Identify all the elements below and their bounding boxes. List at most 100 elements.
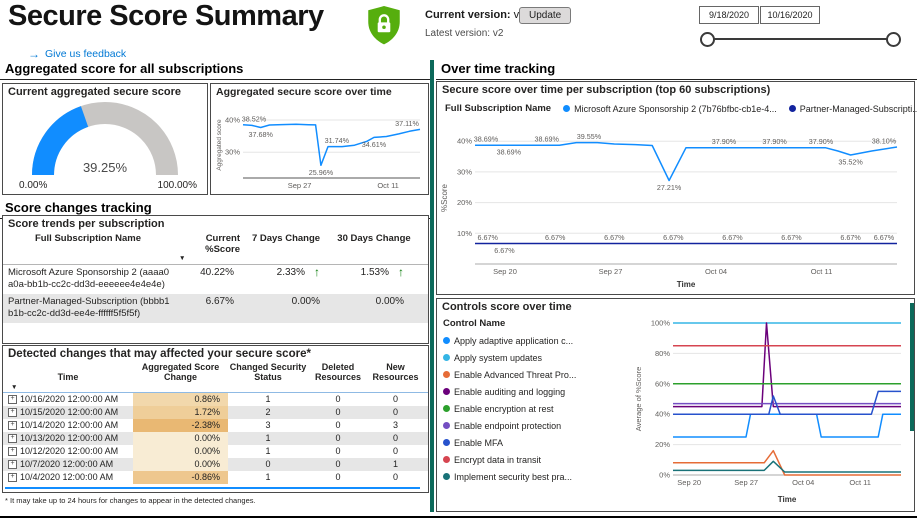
table-row[interactable]: +10/7/2020 12:00:00 AM 0.00% 0 0 1 (3, 458, 428, 471)
svg-text:30%: 30% (225, 148, 240, 157)
table-row[interactable]: +10/13/2020 12:00:00 AM 0.00% 1 0 0 (3, 432, 428, 445)
svg-text:38.52%: 38.52% (242, 114, 267, 123)
expand-icon[interactable]: + (8, 408, 17, 417)
detected-footnote: * It may take up to 24 hours for changes… (5, 496, 256, 505)
cell-time: +10/4/2020 12:00:00 AM (3, 471, 133, 484)
svg-text:Average of %Score: Average of %Score (634, 367, 643, 431)
svg-text:Oct 04: Oct 04 (705, 267, 727, 276)
legend-item[interactable]: Implement security best pra... (443, 468, 627, 485)
table-row[interactable]: +10/15/2020 12:00:00 AM 1.72% 2 0 0 (3, 406, 428, 419)
svg-text:6.67%: 6.67% (663, 233, 684, 242)
col-full-subscription-name[interactable]: Full Subscription Name (34, 233, 142, 244)
time-value: 10/4/2020 12:00:00 AM (20, 472, 114, 482)
col-deleted-resources[interactable]: Deleted Resources (314, 362, 362, 382)
date-range-end-input[interactable]: 10/16/2020 (760, 6, 820, 24)
col-aggregated-score-change[interactable]: Aggregated Score Change (141, 362, 220, 382)
table-row[interactable]: +10/16/2020 12:00:00 AM 0.86% 1 0 0 (3, 393, 428, 406)
latest-version: Latest version: v2 (425, 28, 503, 39)
legend-item[interactable]: Enable Advanced Threat Pro... (443, 366, 627, 383)
svg-text:35.52%: 35.52% (838, 158, 863, 167)
mini-chart-title: Aggregated secure score over time (216, 86, 392, 98)
expand-icon[interactable]: + (8, 395, 17, 404)
legend-item[interactable]: Encrypt data in transit (443, 451, 627, 468)
svg-text:60%: 60% (655, 379, 670, 388)
svg-text:6.67%: 6.67% (840, 233, 861, 242)
col-new-resources[interactable]: New Resources (372, 362, 419, 382)
legend-scrollbar[interactable] (910, 303, 914, 431)
cell-deleted-resources: 0 (335, 459, 341, 469)
svg-text:25.96%: 25.96% (309, 168, 334, 177)
cell-changed-security-status: 0 (265, 459, 271, 469)
date-slider-left-handle[interactable] (700, 32, 715, 47)
cell-new-resources: 3 (392, 420, 398, 430)
legend-item[interactable]: Apply adaptive application c... (443, 332, 627, 349)
cell-time: +10/13/2020 12:00:00 AM (3, 432, 133, 445)
series-line (242, 123, 421, 167)
current-score: 40.22% (200, 267, 234, 278)
col-7-days-change[interactable]: 7 Days Change (251, 233, 321, 244)
legend-item[interactable]: Enable endpoint protection (443, 417, 627, 434)
legend-item[interactable]: Enable auditing and logging (443, 383, 627, 400)
expand-icon[interactable]: + (8, 434, 17, 443)
col-30-days-change[interactable]: 30 Days Change (337, 233, 411, 244)
sort-descending-icon[interactable]: ▼ (11, 384, 18, 391)
time-value: 10/16/2020 12:00:00 AM (20, 394, 119, 404)
d7-change: 0.00% (291, 296, 320, 307)
table-row[interactable]: Partner-Managed-Subscription (bbbb1b1b-c… (3, 294, 428, 323)
legend-dot-icon (443, 439, 450, 446)
trends-table-header: Full Subscription Name Current %Score 7 … (3, 230, 428, 255)
detected-changes-panel: Detected changes that may affected your … (2, 345, 429, 493)
legend-dot-icon (788, 105, 796, 112)
cell-deleted-resources: 0 (335, 433, 341, 443)
legend-dot-icon (443, 388, 450, 395)
cell-changed-security-status: 2 (265, 407, 271, 417)
update-button[interactable]: Update (519, 7, 572, 24)
gauge-chart (32, 102, 178, 176)
date-range-slider-track[interactable] (706, 38, 892, 40)
table-scrollbar[interactable] (5, 487, 420, 489)
svg-text:Oct 11: Oct 11 (849, 478, 871, 487)
svg-text:80%: 80% (655, 349, 670, 358)
svg-text:10%: 10% (457, 229, 472, 238)
table-row[interactable]: +10/12/2020 12:00:00 AM 0.00% 1 0 0 (3, 445, 428, 458)
col-changed-security-status[interactable]: Changed Security Status (229, 362, 307, 382)
svg-text:31.74%: 31.74% (325, 136, 350, 145)
table-row[interactable]: Microsoft Azure Sponsorship 2 (aaaa0a0a-… (3, 265, 428, 294)
legend-dot-icon (443, 473, 450, 480)
controls-over-time-panel: Controls score over time Control Name Ap… (436, 298, 915, 512)
cell-new-resources: 1 (392, 459, 398, 469)
col-current-score[interactable]: Current %Score (205, 233, 240, 255)
subs-over-time-panel: Secure score over time per subscription … (436, 81, 917, 295)
cell-changed-security-status: 1 (265, 446, 271, 456)
trends-sort-row: ▼ (3, 255, 428, 265)
expand-icon[interactable]: + (8, 460, 17, 469)
svg-text:40%: 40% (457, 137, 472, 146)
sort-descending-icon[interactable]: ▼ (179, 255, 186, 262)
legend-dot-icon (443, 337, 450, 344)
svg-text:Sep 27: Sep 27 (734, 478, 758, 487)
svg-text:6.67%: 6.67% (604, 233, 625, 242)
table-row[interactable]: +10/14/2020 12:00:00 AM -2.38% 3 0 3 (3, 419, 428, 432)
legend-item[interactable]: Enable MFA (443, 434, 627, 451)
cell-changed-security-status: 1 (265, 394, 271, 404)
expand-icon[interactable]: + (8, 421, 17, 430)
vertical-divider-bar (430, 60, 434, 512)
feedback-link[interactable]: → Give us feedback (28, 47, 126, 61)
cell-new-resources: 0 (392, 433, 398, 443)
expand-icon[interactable]: + (8, 447, 17, 456)
series-line (673, 390, 901, 415)
svg-text:38.10%: 38.10% (872, 137, 897, 146)
latest-version-label: Latest version: (425, 28, 491, 39)
date-slider-right-handle[interactable] (886, 32, 901, 47)
legend-item[interactable]: Apply system updates (443, 349, 627, 366)
date-range-start-input[interactable]: 9/18/2020 (699, 6, 759, 24)
subs-chart-title: Secure score over time per subscription … (442, 84, 771, 96)
legend-item[interactable]: Microsoft Azure Sponsorship 2 (7b76bfbc-… (563, 104, 777, 114)
svg-text:6.67%: 6.67% (478, 233, 499, 242)
legend-item[interactable]: Enable encryption at rest (443, 400, 627, 417)
detected-sort-row: ▼ (3, 384, 428, 393)
col-time[interactable]: Time (57, 372, 79, 382)
expand-icon[interactable]: + (8, 473, 17, 482)
legend-item[interactable]: Partner-Managed-Subscripti... (788, 104, 917, 114)
table-row[interactable]: +10/4/2020 12:00:00 AM -0.86% 1 0 0 (3, 471, 428, 484)
